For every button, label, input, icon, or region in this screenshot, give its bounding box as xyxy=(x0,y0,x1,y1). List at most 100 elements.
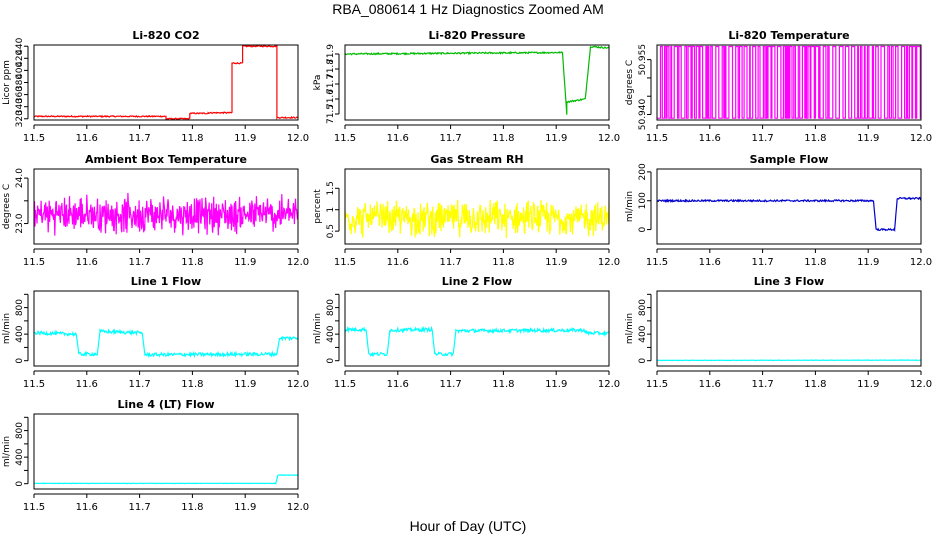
panel-title: Line 1 Flow xyxy=(131,275,201,288)
x-tick-label: 11.5 xyxy=(646,379,668,390)
y-tick-label: 400 xyxy=(15,325,25,342)
y-axis-label: degrees C xyxy=(625,60,635,105)
y-axis-label: ml/min xyxy=(313,313,323,344)
x-tick-label: 11.7 xyxy=(439,133,461,144)
y-tick-label: 100 xyxy=(638,192,648,209)
series-group xyxy=(657,196,921,233)
plot-frame xyxy=(33,44,299,121)
y-tick-label: 1 xyxy=(326,207,336,213)
x-tick-label: 11.9 xyxy=(234,379,256,390)
x-tick-label: 11.8 xyxy=(492,379,514,390)
y-tick-label: 0 xyxy=(638,226,648,232)
x-tick-label: 11.7 xyxy=(128,257,150,268)
y-tick-label: 420 xyxy=(15,49,25,66)
y-tick-label: 400 xyxy=(638,325,648,342)
x-tick-label: 11.5 xyxy=(334,257,356,268)
x-tick-label: 11.6 xyxy=(699,257,721,268)
x-tick-label: 11.6 xyxy=(76,502,98,513)
x-tick-label: 11.6 xyxy=(699,133,721,144)
y-tick-label: 380 xyxy=(15,74,25,91)
series-line xyxy=(345,45,609,115)
y-tick-label: 0 xyxy=(326,358,336,364)
y-axis-label: ml/min xyxy=(625,191,635,222)
y-tick-label: 340 xyxy=(15,98,25,115)
x-tick-label: 11.9 xyxy=(545,133,567,144)
y-tick-label: 0 xyxy=(15,481,25,487)
panel-title: Li-820 Temperature xyxy=(728,29,849,42)
series-line xyxy=(345,325,609,358)
x-tick-label: 11.5 xyxy=(334,133,356,144)
y-tick-label: 71.8 xyxy=(326,59,336,79)
y-tick-label: 320 xyxy=(15,110,25,127)
x-tick-label: 11.7 xyxy=(751,257,773,268)
series-group xyxy=(34,474,298,485)
y-axis-label: degrees C xyxy=(2,184,12,229)
y-axis-label: Licor ppm xyxy=(2,60,12,105)
series-group xyxy=(345,325,609,358)
x-tick-label: 11.9 xyxy=(234,133,256,144)
series-line xyxy=(34,328,298,359)
series-line xyxy=(34,45,298,120)
series-line xyxy=(657,359,921,362)
y-tick-label: 23.0 xyxy=(15,213,25,233)
y-tick-label: 440 xyxy=(15,37,25,54)
series-line xyxy=(34,474,298,485)
x-tick-label: 11.9 xyxy=(545,379,567,390)
x-tick-label: 11.7 xyxy=(128,133,150,144)
x-tick-label: 11.5 xyxy=(23,379,45,390)
x-tick-label: 11.6 xyxy=(387,133,409,144)
panel-title: Li-820 CO2 xyxy=(132,29,199,42)
series-line xyxy=(34,192,298,236)
y-tick-label: 50.955 xyxy=(638,44,648,76)
y-tick-label: 800 xyxy=(326,299,336,316)
x-tick-label: 12.0 xyxy=(910,133,932,144)
x-tick-label: 11.5 xyxy=(23,133,45,144)
x-tick-label: 11.7 xyxy=(751,133,773,144)
x-tick-label: 12.0 xyxy=(598,257,620,268)
x-tick-label: 12.0 xyxy=(598,379,620,390)
x-tick-label: 11.6 xyxy=(76,257,98,268)
y-tick-label: 1.5 xyxy=(326,181,336,195)
x-tick-label: 11.9 xyxy=(857,257,879,268)
panel-6: Sample Flow 0 100 200 ml/min 11.5 11.6 11.7 11.8… xyxy=(625,153,932,268)
x-tick-label: 12.0 xyxy=(910,379,932,390)
y-tick-label: 0 xyxy=(638,358,648,364)
x-tick-label: 11.8 xyxy=(804,133,826,144)
y-axis-label: kPa xyxy=(313,75,323,91)
y-tick-label: 71.5 xyxy=(326,104,336,124)
x-tick-label: 11.8 xyxy=(181,502,203,513)
y-tick-label: 800 xyxy=(15,422,25,439)
y-tick-label: 800 xyxy=(638,299,648,316)
panel-title: Gas Stream RH xyxy=(430,153,523,166)
y-tick-label: 24.0 xyxy=(15,168,25,188)
x-tick-label: 11.8 xyxy=(181,133,203,144)
x-tick-label: 11.8 xyxy=(804,257,826,268)
series-group xyxy=(34,45,298,120)
x-tick-label: 11.6 xyxy=(387,379,409,390)
x-tick-label: 11.6 xyxy=(387,257,409,268)
x-tick-label: 12.0 xyxy=(598,133,620,144)
x-tick-label: 11.7 xyxy=(439,379,461,390)
y-axis-label: ml/min xyxy=(625,313,635,344)
series-group xyxy=(34,192,298,236)
y-tick-label: 0 xyxy=(15,358,25,364)
x-tick-label: 11.7 xyxy=(751,379,773,390)
x-tick-label: 12.0 xyxy=(287,133,309,144)
x-tick-label: 11.5 xyxy=(23,257,45,268)
series-group xyxy=(345,45,609,115)
y-tick-label: 360 xyxy=(15,86,25,103)
series-line xyxy=(657,45,921,119)
y-axis-label: ml/min xyxy=(2,313,12,344)
panel-title: Sample Flow xyxy=(750,153,829,166)
plot-frame xyxy=(656,290,922,367)
plot-frame xyxy=(344,44,610,121)
y-tick-label: 800 xyxy=(15,299,25,316)
series-group xyxy=(34,328,298,359)
x-tick-label: 11.6 xyxy=(76,133,98,144)
